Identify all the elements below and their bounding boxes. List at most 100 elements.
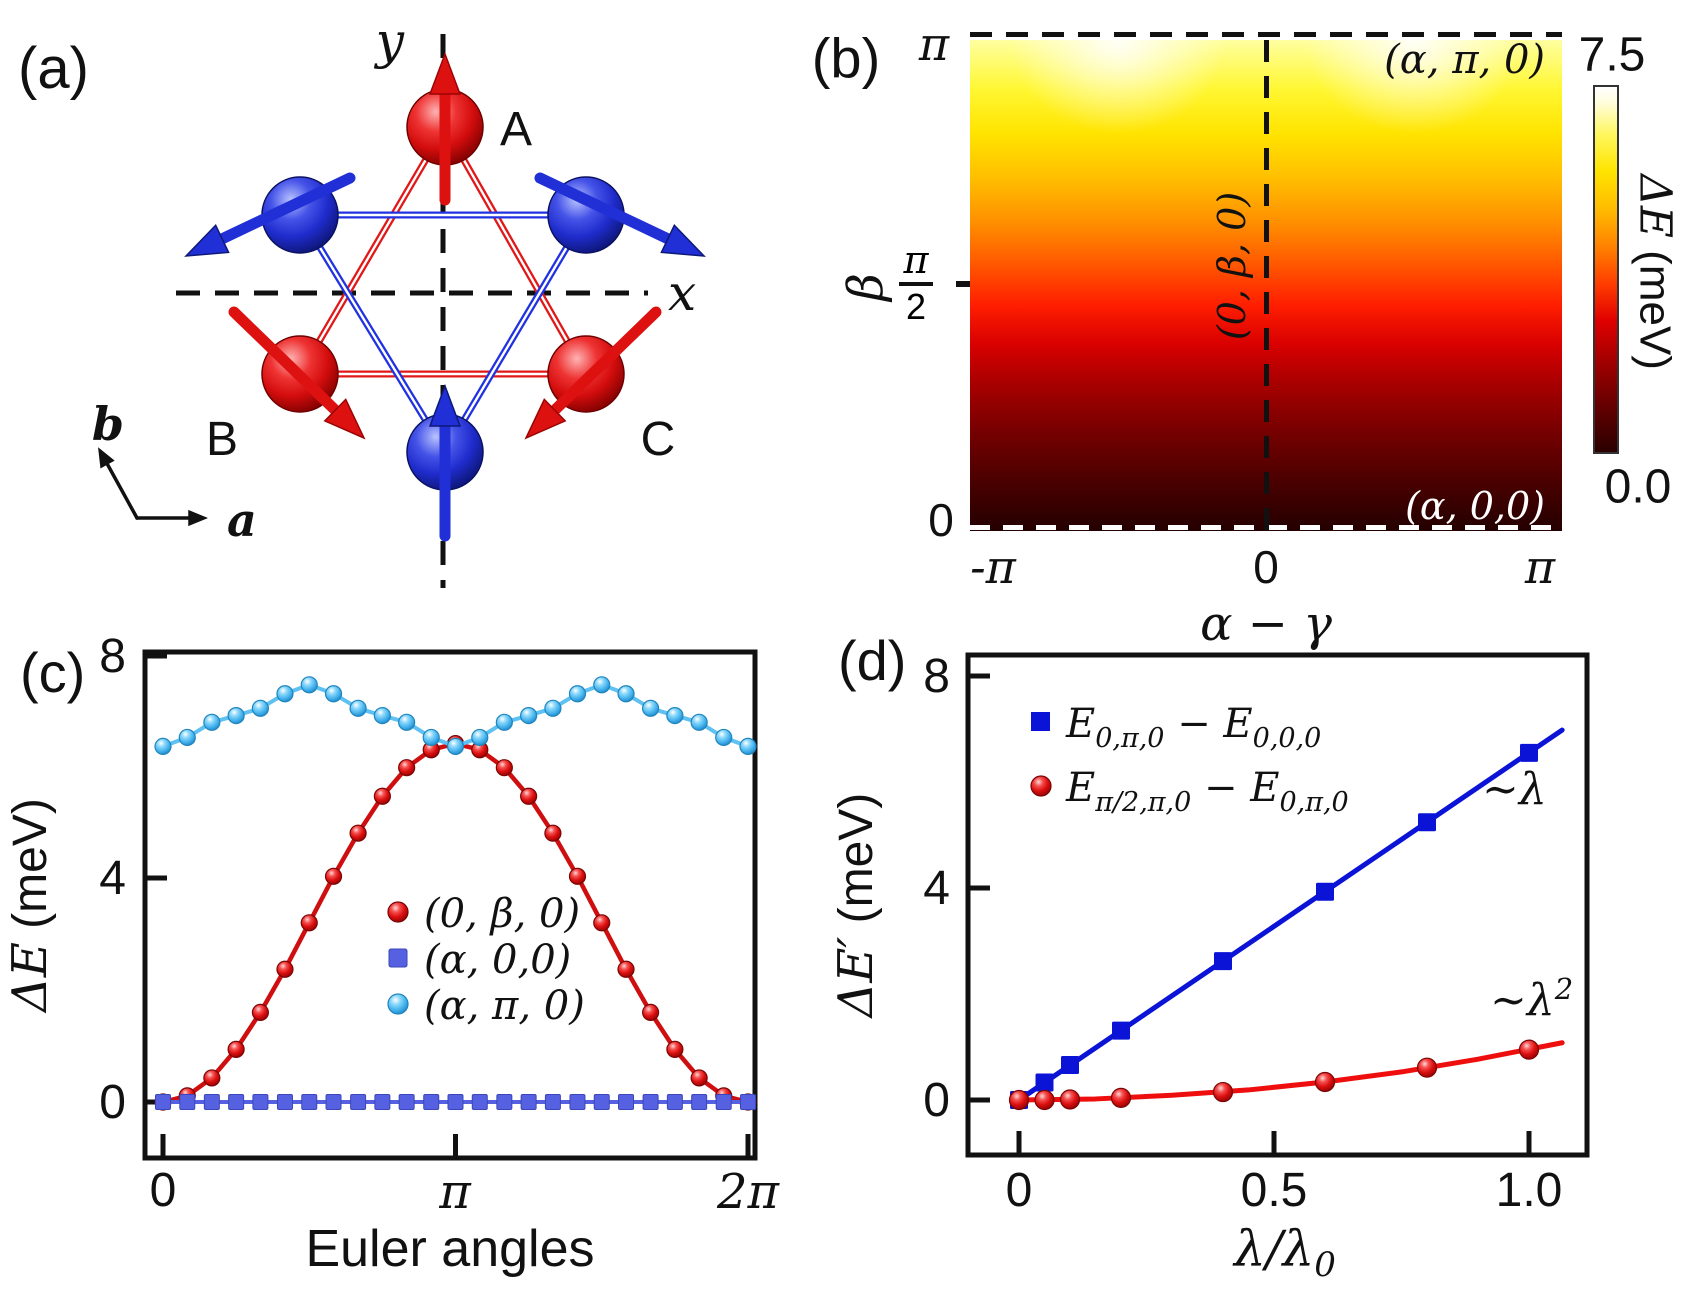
ytick-label-d-8: 8: [923, 650, 950, 703]
spin-arrow-A-up: [428, 51, 462, 206]
ylabel-d-main: ΔE′: [828, 937, 884, 1020]
data-point: [1214, 952, 1232, 971]
xtick-label-c-0: 0: [150, 1164, 177, 1217]
spin-arrow-B: [228, 306, 366, 440]
data-point: [203, 1069, 221, 1087]
data-point: [715, 728, 733, 747]
y-axis-label: y: [374, 12, 405, 70]
data-point: [422, 728, 440, 747]
data-point: [544, 824, 562, 842]
blue-sublattice-triangle: [297, 211, 590, 454]
data-point: [471, 728, 489, 747]
data-point: [715, 1094, 732, 1110]
panel-a-tag: (a): [18, 36, 89, 101]
legend-marker-red-sphere-d: [1030, 775, 1052, 797]
legend-label-alpha-0-0: (α, 0,0): [424, 937, 571, 983]
data-point: [324, 867, 343, 885]
data-point: [276, 960, 294, 978]
data-point: [276, 1094, 293, 1110]
legend-red-sub1: π/2,π,0: [1094, 787, 1191, 818]
data-point: [666, 1040, 684, 1058]
data-point: [252, 1094, 269, 1110]
data-point: [1314, 1071, 1336, 1093]
xtick-label-d-10: 1.0: [1496, 1164, 1563, 1217]
lattice-vector-b-label: b: [92, 397, 124, 451]
beta-tick-pi: π: [918, 17, 950, 71]
data-point: [520, 787, 538, 805]
data-point: [690, 713, 708, 731]
spin-arrow-C: [524, 306, 662, 440]
data-point: [495, 713, 513, 731]
legend-red-main1: E: [1065, 765, 1095, 811]
data-point: [300, 914, 318, 932]
data-point: [740, 1094, 756, 1110]
data-point: [642, 1094, 659, 1110]
legend-blue-sub1: 0,π,0: [1095, 723, 1164, 754]
ann-blue-base: ~λ: [1482, 764, 1547, 815]
legend-blue-main1: E: [1065, 701, 1095, 747]
data-point: [739, 737, 757, 756]
data-point: [1416, 1057, 1438, 1078]
series-line: [1016, 727, 1565, 1103]
data-point: [227, 706, 245, 725]
lattice-vector-a-arrow: [135, 509, 208, 527]
data-point: [569, 1094, 586, 1110]
legend-marker-blue-square: [388, 948, 408, 968]
data-point: [1518, 1039, 1540, 1060]
data-point: [350, 1094, 367, 1110]
data-point: [276, 685, 294, 703]
legend-marker-cyan-sphere: [387, 993, 409, 1015]
data-point: [617, 685, 635, 703]
beta-axis-midtick: [956, 281, 970, 287]
xtick-label-d-0: 0: [1006, 1164, 1033, 1217]
red-sublattice-triangle: [296, 125, 590, 378]
legend-d: E0,π,0 − E0,0,0 Eπ/2,π,0 − E0,π,0: [1030, 701, 1349, 818]
legend-red-main2: − E: [1191, 765, 1279, 811]
data-point: [251, 699, 270, 717]
ann-red-sup: 2: [1554, 972, 1573, 1006]
spin-arrow-upper-right: [534, 172, 706, 257]
legend-label-blue-d: E0,π,0 − E0,0,0: [1065, 701, 1321, 754]
data-point: [471, 1094, 488, 1110]
ytick-label-c-8: 8: [99, 630, 126, 683]
legend-blue-main2: − E: [1164, 701, 1252, 747]
data-point: [520, 1094, 537, 1110]
data-point: [1035, 1073, 1054, 1092]
colorbar: [1593, 85, 1619, 454]
xlabel-d: λ/λ0: [1232, 1220, 1336, 1285]
colorbar-min: 0.0: [1604, 460, 1672, 514]
data-point: [666, 1094, 683, 1110]
xtick-minus-pi: -π: [970, 540, 1016, 594]
legend-label-0-beta-0: (0, β, 0): [424, 891, 580, 937]
data-point: [1112, 1021, 1130, 1040]
data-point: [398, 759, 416, 777]
data-point: [593, 676, 611, 694]
data-point: [227, 1040, 245, 1058]
data-point: [1061, 1056, 1079, 1075]
data-point: [593, 914, 611, 932]
beta-tick-0: 0: [928, 494, 954, 546]
data-point: [203, 713, 221, 731]
data-point: [179, 1094, 196, 1110]
xtick-label-c-pi: π: [438, 1164, 472, 1220]
data-point: [446, 737, 465, 756]
ylabel-c-main: ΔE: [2, 942, 58, 1014]
data-point: [690, 1069, 708, 1087]
annotation-alpha-pi-0: (α, π, 0): [1384, 37, 1545, 83]
data-point: [423, 1094, 440, 1110]
ylabel-d: ΔE′ (meV): [828, 793, 884, 1020]
data-point: [1110, 1087, 1132, 1108]
frac-numerator: π: [903, 238, 929, 282]
data-point: [1316, 882, 1334, 901]
heatmap-b: [970, 32, 1562, 531]
data-point: [544, 699, 562, 717]
panel-c-line-chart: (c) 0 4 8 0 π 2π Euler angles ΔE (meV) (…: [2, 630, 780, 1278]
data-series-c: [154, 676, 757, 1111]
data-point: [496, 1094, 513, 1110]
ylabel-c: ΔE (meV): [2, 798, 58, 1014]
data-point: [666, 706, 684, 725]
data-point: [520, 706, 538, 725]
xlabel-d-main: λ/λ: [1232, 1220, 1314, 1278]
data-point: [447, 1094, 464, 1110]
